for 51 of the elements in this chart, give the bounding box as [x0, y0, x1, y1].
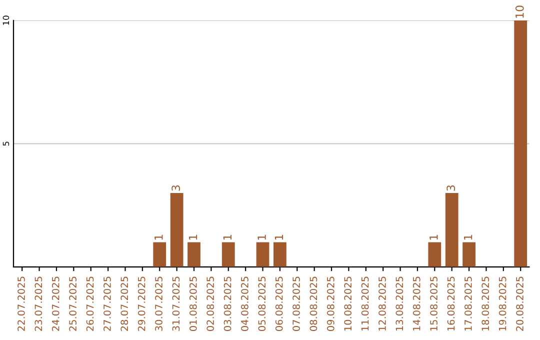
x-tick-label: 06.08.2025	[275, 276, 283, 331]
data-label: 1	[274, 234, 284, 240]
data-label: 3	[172, 185, 180, 191]
x-tick-label: 09.08.2025	[326, 276, 334, 331]
x-tick-label: 18.08.2025	[482, 276, 490, 331]
data-label: 1	[464, 234, 472, 240]
bar	[153, 242, 166, 267]
data-label: 1	[430, 234, 438, 240]
x-tick-label: 07.08.2025	[292, 276, 300, 331]
bar	[428, 242, 442, 267]
x-tick-label: 20.08.2025	[516, 276, 524, 331]
bar	[445, 192, 458, 267]
x-tick-label: 22.07.2025	[18, 276, 25, 331]
data-label: 1	[223, 234, 232, 240]
x-tick-label: 13.08.2025	[396, 276, 404, 331]
x-tick-label: 14.08.2025	[412, 276, 420, 331]
x-tick-label: 01.08.2025	[189, 276, 197, 331]
x-tick-label: 17.08.2025	[464, 276, 472, 331]
bar	[222, 242, 235, 267]
x-tick-label: 26.07.2025	[86, 276, 94, 331]
x-tick-label: 19.08.2025	[498, 276, 506, 331]
x-tick-label: 31.07.2025	[172, 276, 180, 331]
bar	[188, 242, 200, 267]
data-label: 1	[258, 234, 266, 240]
x-tick-label: 23.07.2025	[34, 276, 42, 331]
x-tick-label: 16.08.2025	[447, 276, 455, 331]
x-tick-label: 02.08.2025	[206, 276, 214, 331]
x-tick-label: 27.07.2025	[104, 276, 111, 331]
x-tick-label: 12.08.2025	[378, 276, 386, 331]
x-tick-label: 29.07.2025	[138, 276, 146, 331]
x-tick-label: 04.08.2025	[241, 276, 248, 331]
data-label: 1	[154, 234, 163, 240]
data-label: 1	[188, 234, 198, 240]
x-tick-label: 05.08.2025	[258, 276, 266, 331]
bar	[514, 20, 528, 267]
x-tick-label: 25.07.2025	[69, 276, 76, 331]
y-tick-label: 5	[2, 142, 10, 146]
x-tick-label: 30.07.2025	[155, 276, 162, 331]
bar	[256, 242, 270, 267]
x-tick-label: 08.08.2025	[310, 276, 318, 331]
bar	[170, 192, 184, 267]
x-tick-label: 28.07.2025	[120, 276, 128, 331]
x-tick-label: 03.08.2025	[224, 276, 232, 331]
bar	[274, 242, 286, 267]
data-label: 3	[446, 185, 456, 191]
bar	[462, 242, 476, 267]
x-tick-label: 15.08.2025	[430, 276, 438, 331]
x-tick-label: 10.08.2025	[344, 276, 352, 331]
x-tick-label: 11.08.2025	[361, 276, 369, 331]
data-label: 10	[515, 6, 524, 18]
x-tick-label: 24.07.2025	[52, 276, 60, 331]
